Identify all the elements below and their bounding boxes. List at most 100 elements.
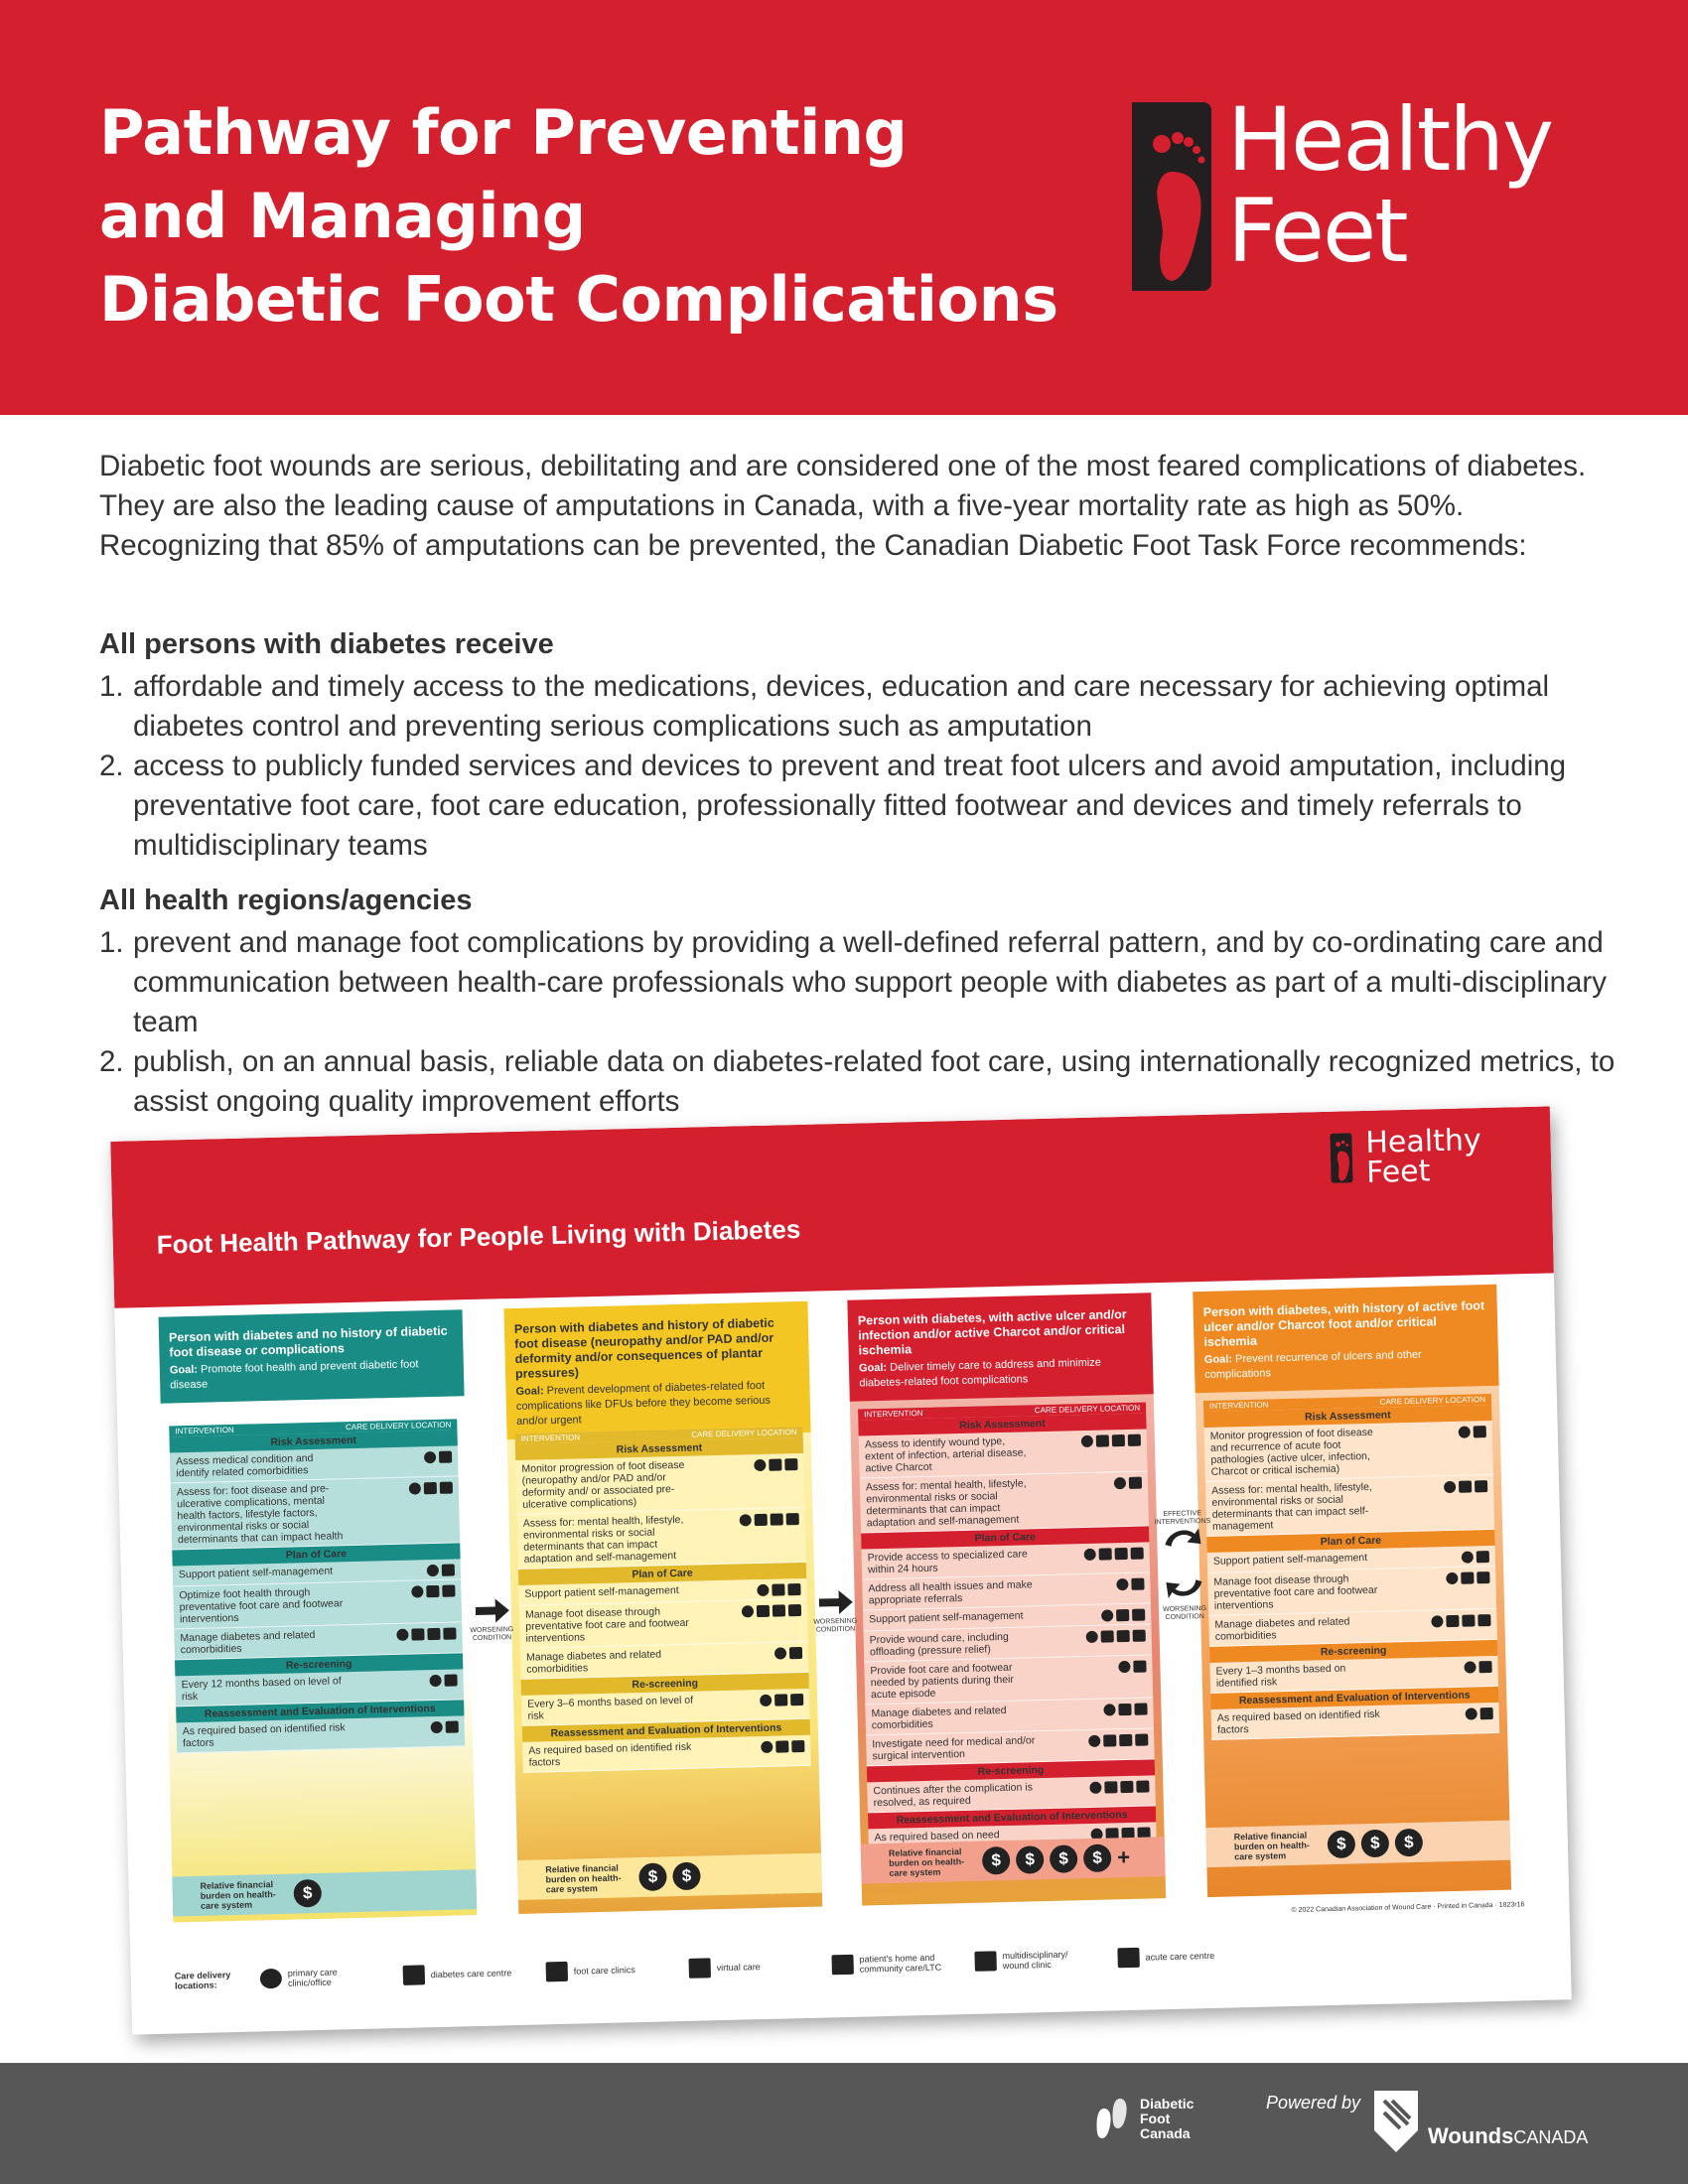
location-icon [1431, 1615, 1444, 1628]
location-icon [1136, 1780, 1150, 1793]
location-icon [831, 1954, 854, 1976]
dollar-coin-icon: $ [293, 1878, 323, 1908]
dollar-coin-icon: $ [1082, 1843, 1112, 1873]
location-icon [545, 1961, 569, 1982]
persons-list: 1. affordable and timely access to the me… [99, 667, 1618, 866]
location-icon [1117, 1947, 1140, 1969]
location-icon [1458, 1480, 1473, 1493]
care-location-icons [396, 1627, 457, 1641]
location-icon [1131, 1577, 1145, 1590]
care-location-icons [1113, 1476, 1143, 1490]
column-title: Person with diabetes and no history of d… [168, 1323, 448, 1360]
location-icon [1465, 1707, 1477, 1720]
care-location-icons [1083, 1547, 1144, 1562]
location-icon [438, 1450, 453, 1463]
location-icon [444, 1674, 458, 1687]
poster-copyright: © 2022 Canadian Association of Wound Car… [1291, 1901, 1525, 1915]
location-icon [1116, 1577, 1129, 1591]
care-location-icons [1116, 1577, 1145, 1591]
location-icon [1130, 1547, 1144, 1560]
wounds-canada-mark-icon [1374, 2091, 1418, 2152]
location-icon [688, 1958, 711, 1979]
care-location-icons [408, 1481, 453, 1495]
care-location-icons [429, 1674, 458, 1688]
care-panel: INTERVENTION CARE DELIVERY LOCATION Risk A… [1202, 1393, 1500, 1740]
location-icon [1132, 1608, 1146, 1621]
location-icon [1098, 1548, 1112, 1561]
location-icon [1446, 1614, 1460, 1628]
care-location-icons [1461, 1551, 1490, 1564]
table-row: Monitor progression of foot disease and … [1203, 1420, 1493, 1483]
right-arrow-icon [818, 1590, 853, 1615]
list-item: 2. access to publicly funded services and… [99, 750, 1567, 862]
location-icon [396, 1628, 409, 1641]
dollar-coin-icon: $ [1049, 1844, 1078, 1873]
location-icon [1116, 1608, 1130, 1622]
location-icon [441, 1564, 456, 1576]
location-icon [1461, 1571, 1475, 1584]
title-line-2: and Managing [99, 180, 586, 252]
table-row: Manage foot disease through preventative… [1207, 1566, 1497, 1616]
pathway-column-4: Person with diabetes, with history of ac… [1193, 1284, 1512, 1898]
list-item: 1. affordable and timely access to the me… [99, 670, 1550, 743]
location-icon [430, 1720, 443, 1734]
care-location-icons [1458, 1426, 1486, 1438]
location-icon [756, 1604, 771, 1618]
location-icon [774, 1694, 788, 1706]
care-location-icons [774, 1646, 803, 1660]
care-location-icons [757, 1582, 801, 1597]
legend-item: diabetes care centre [402, 1963, 520, 1985]
location-icon [442, 1584, 456, 1597]
location-icon [1103, 1734, 1117, 1747]
location-icon [445, 1720, 459, 1733]
location-icon [1100, 1630, 1114, 1643]
location-icon [429, 1674, 442, 1688]
care-panel: INTERVENTION CARE DELIVERY LOCATION Risk A… [514, 1426, 811, 1773]
location-icon [790, 1693, 804, 1706]
location-icon [426, 1584, 440, 1598]
table-row: Assess for: mental health, lifestyle, en… [516, 1507, 806, 1570]
footprint-icon [1132, 102, 1211, 291]
page-title: Pathway for Preventing and Managing Diab… [99, 91, 1058, 341]
care-location-icons [1080, 1433, 1142, 1448]
powered-by-label: Powered by [1266, 2093, 1361, 2113]
location-icon [259, 1968, 283, 1989]
location-icon [1127, 1433, 1142, 1446]
location-icon [791, 1739, 805, 1753]
care-location-icons [411, 1584, 456, 1598]
location-icon [754, 1458, 767, 1472]
column-header: Person with diabetes, with active ulcer … [847, 1293, 1154, 1402]
healthy-feet-logo: Healthy Feet [1132, 94, 1589, 293]
location-icon [754, 1513, 768, 1527]
location-icon [1473, 1426, 1486, 1438]
table-row: Assess for: foot disease and pre-ulcerat… [170, 1476, 461, 1551]
legend-item: foot care clinics [545, 1960, 663, 1982]
location-icon [1095, 1434, 1110, 1447]
financial-burden-row: Relative financial burden on health-care… [1205, 1820, 1511, 1868]
financial-burden-row: Relative financial burden on health-care… [172, 1869, 478, 1917]
care-location-icons [1101, 1608, 1146, 1622]
location-icon [774, 1647, 787, 1660]
location-icon [1443, 1480, 1457, 1494]
regions-list: 1. prevent and manage foot complications … [99, 923, 1618, 1122]
care-location-icons [760, 1693, 804, 1707]
burden-label: Relative financial burden on health-care… [888, 1846, 965, 1878]
title-line-1: Pathway for Preventing [99, 96, 908, 169]
location-icon [775, 1740, 789, 1753]
care-location-icons [430, 1720, 459, 1734]
column-header: Person with diabetes and history of diab… [503, 1300, 811, 1440]
location-icon [772, 1604, 786, 1617]
brand-word-feet: Feet [1227, 180, 1409, 282]
location-icon [1120, 1780, 1134, 1794]
intro-paragraph: Diabetic foot wounds are serious, debili… [99, 450, 1587, 562]
location-icon [411, 1585, 424, 1598]
column-goal: Goal: Promote foot health and prevent di… [169, 1358, 419, 1392]
dollar-coin-icon: $ [638, 1862, 667, 1892]
care-location-icons [1431, 1614, 1491, 1628]
care-location-icons [1085, 1629, 1146, 1643]
location-icon [787, 1582, 801, 1596]
column-header: Person with diabetes, with history of ac… [1193, 1284, 1499, 1394]
location-icon [1114, 1547, 1128, 1561]
location-icon [1446, 1571, 1459, 1585]
location-icon [1135, 1733, 1149, 1746]
